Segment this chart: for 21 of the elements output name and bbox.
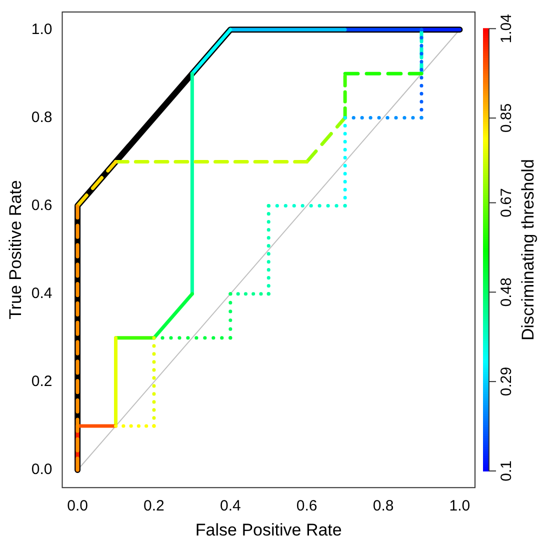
x-axis-title: False Positive Rate — [195, 520, 342, 540]
y-axis-title: True Positive Rate — [6, 180, 25, 320]
color-bar-label: 0.85 — [498, 103, 516, 133]
y-tick-label: 0.8 — [31, 108, 52, 126]
x-tick-label: 0.2 — [144, 498, 164, 515]
y-tick-label: 0.6 — [31, 196, 52, 214]
color-bar-label: 0.48 — [498, 278, 516, 307]
color-bar-label: 0.1 — [498, 460, 516, 482]
color-bar-label: 0.29 — [498, 366, 516, 396]
x-tick-label: 0.6 — [296, 498, 318, 515]
y-tick-label: 0.2 — [31, 373, 52, 390]
y-tick-label: 1.0 — [31, 20, 52, 38]
x-tick-label: 1.0 — [449, 498, 470, 515]
x-tick-label: 0.8 — [372, 498, 394, 515]
color-bar-label: 1.04 — [498, 14, 516, 44]
y-tick-label: 0.4 — [31, 284, 52, 302]
color-bar-title: Discriminating threshold — [518, 159, 538, 341]
x-tick-label: 0.0 — [67, 498, 88, 515]
y-tick-label: 0.0 — [31, 461, 52, 478]
color-bar-label: 0.67 — [498, 188, 516, 218]
x-tick-label: 0.4 — [220, 498, 241, 515]
